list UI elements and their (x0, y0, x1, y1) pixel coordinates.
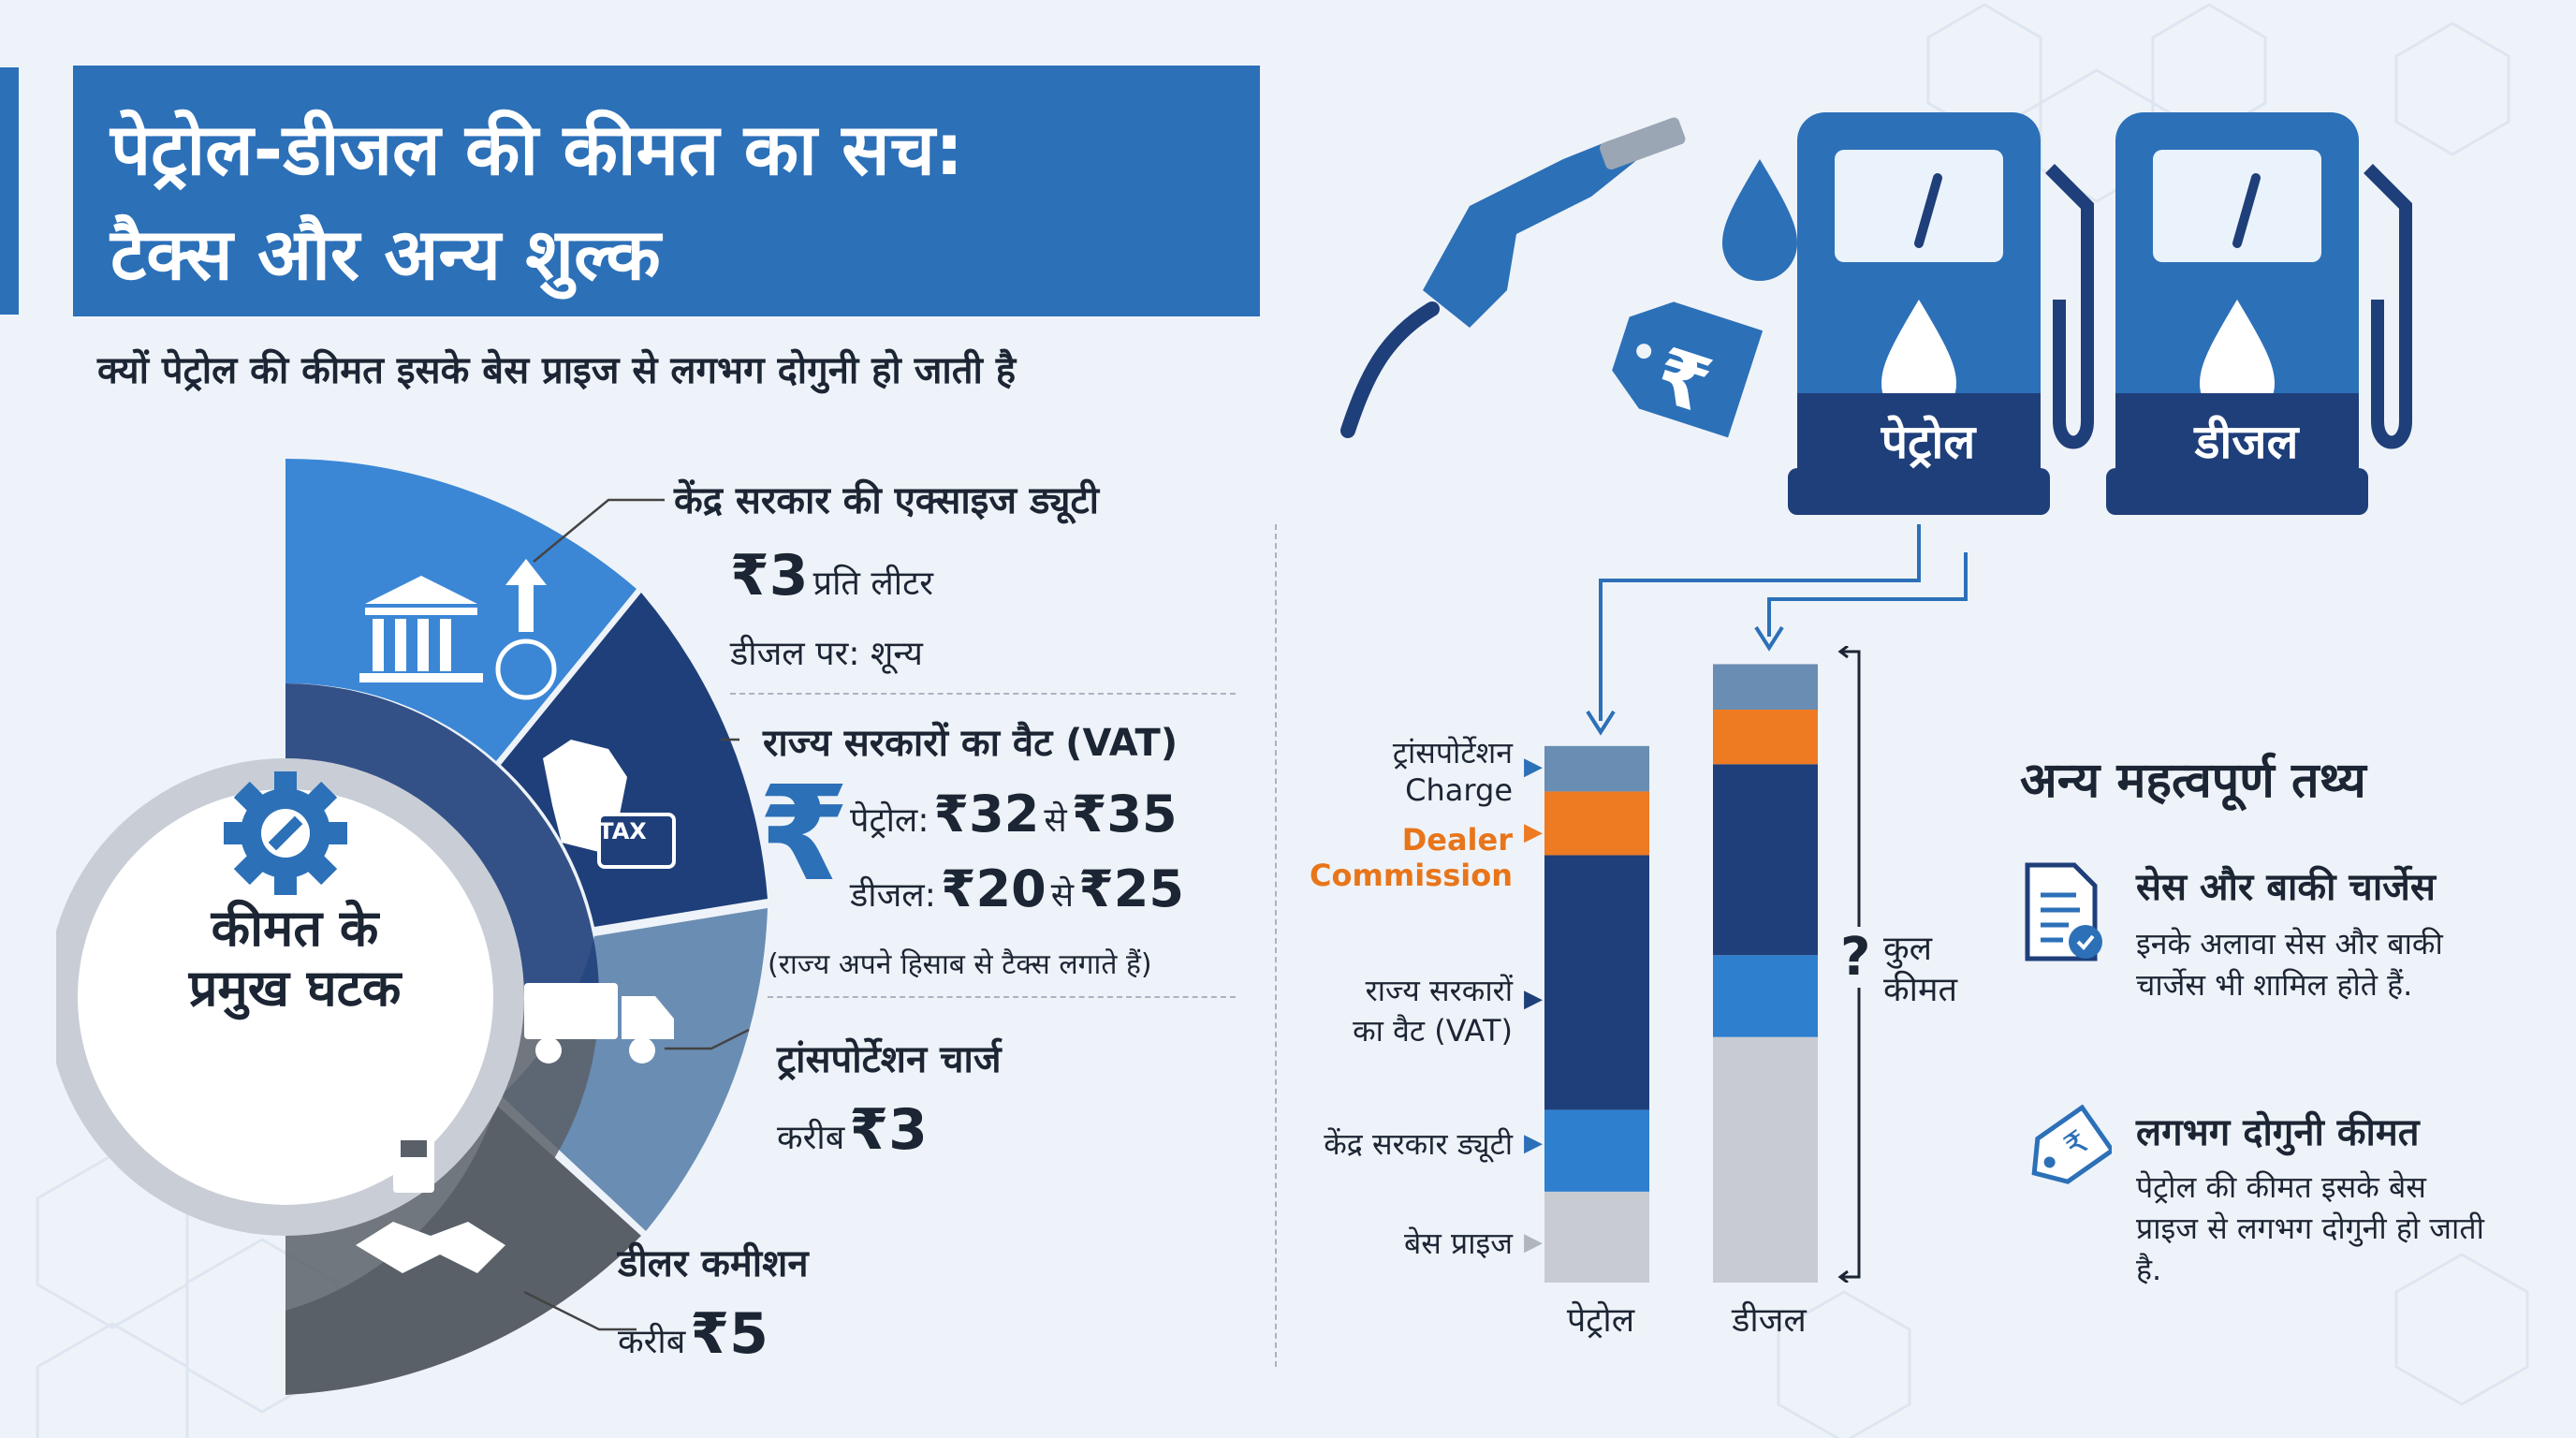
bar-label-vat: राज्य सरकारों का वैट (VAT) (1292, 970, 1513, 1050)
bar-label-dealer: Dealer Commission (1292, 822, 1513, 893)
section-divider (1275, 524, 1277, 1367)
petrol-pump-label: पेट्रोल (1881, 415, 1976, 469)
pointer-dealer-icon: ▶ (1524, 818, 1543, 846)
transport-amount: ₹3 (849, 1097, 928, 1163)
excise-heading: केंद्र सरकार की एक्साइज ड्यूटी (674, 479, 1099, 522)
facts-title: अन्य महत्वपूर्ण तथ्य (2020, 753, 2366, 809)
truck-icon (524, 983, 674, 1064)
fact-2-text: पेट्रोल की कीमत इसके बेस प्राइज से लगभग … (2136, 1169, 2484, 1287)
vat-diesel-from: ₹20 (940, 859, 1046, 918)
bar-label-dealer-line-1: Dealer (1401, 822, 1513, 858)
pointer-base-icon: ▶ (1524, 1228, 1543, 1256)
vat-petrol-to: ₹35 (1071, 785, 1178, 844)
total-label-line-2: कीमत (1883, 971, 1958, 1009)
vat-diesel-label: डीजल: (850, 876, 936, 915)
fuel-handshake-icon (356, 1133, 505, 1273)
bar-diesel-segment-0 (1713, 1036, 1818, 1283)
total-question-mark: ? (1840, 927, 1871, 988)
state-map-tax-icon (543, 740, 676, 869)
pointer-duty-icon: ▶ (1524, 1129, 1543, 1157)
title-banner: पेट्रोल-डीजल की कीमत का सच: टैक्स और अन्… (73, 66, 1260, 316)
price-components-ring (56, 459, 768, 1395)
government-building-icon (359, 559, 557, 700)
vat-petrol-range-word: से (1044, 801, 1067, 840)
vat-note: (राज्य अपने हिसाब से टैक्स लगाते हैं) (768, 948, 1152, 981)
divider-1 (730, 693, 1236, 695)
bar-diesel-segment-4 (1713, 664, 1818, 710)
vat-petrol-label: पेट्रोल: (850, 801, 929, 840)
excise-unit: प्रति लीटर (812, 565, 933, 603)
vat-heading: राज्य सरकारों का वैट (VAT) (763, 722, 1178, 765)
transport-heading: ट्रांसपोर्टेशन चार्ज (777, 1038, 1002, 1081)
dealer-heading: डीलर कमीशन (618, 1242, 809, 1285)
bar-diesel-segment-1 (1713, 955, 1818, 1037)
total-label-line-1: कुल (1883, 930, 1933, 968)
title-line-2: टैक्स और अन्य शुल्क (110, 213, 661, 296)
total-label: कुल कीमत (1883, 929, 1957, 1011)
fuel-nozzle-illustration (1340, 117, 1797, 438)
bar-diesel-segment-2 (1713, 764, 1818, 956)
bar-label-transport-line-1: ट्रांसपोर्टेशन (1392, 735, 1513, 770)
vat-diesel-to: ₹25 (1078, 859, 1184, 918)
fact-1-text: इनके अलावा सेस और बाकी चार्जेस भी शामिल … (2136, 926, 2443, 1003)
fuel-drop-icon (1722, 159, 1797, 281)
bar-label-dealer-line-2: Commission (1310, 858, 1513, 893)
dealer-approx: करीब (618, 1323, 686, 1361)
bar-label-duty: केंद्र सरकार ड्यूटी (1324, 1126, 1513, 1162)
transport-approx: करीब (777, 1119, 845, 1157)
excise-amount-row: ₹3 प्रति लीटर (730, 543, 933, 609)
hub-label: कीमत के प्रमुख घटक (178, 899, 412, 1019)
bar-label-vat-line-1: राज्य सरकारों (1365, 973, 1513, 1008)
excise-amount: ₹3 (730, 543, 809, 609)
segment-transport (501, 908, 768, 1231)
divider-2 (768, 996, 1236, 998)
transport-amount-row: करीब ₹3 (777, 1097, 928, 1163)
subtitle: क्यों पेट्रोल की कीमत इसके बेस प्राइज से… (97, 349, 1017, 392)
excise-diesel-note: डीजल पर: शून्य (730, 635, 923, 673)
bar-category-petrol: पेट्रोल (1566, 1301, 1635, 1340)
bar-petrol-segment-0 (1544, 1191, 1649, 1283)
stacked-bar-chart (1544, 664, 1818, 1283)
pump-to-bar-arrows (1586, 524, 1968, 736)
leader-lines (524, 498, 750, 1331)
title-line-1: पेट्रोल-डीजल की कीमत का सच: (110, 108, 964, 191)
title-accent-strip (0, 67, 19, 315)
bar-diesel-segment-3 (1713, 710, 1818, 765)
fact-1-heading: सेस और बाकी चार्जेस (2136, 866, 2436, 909)
petrol-pump-icon (1788, 112, 2094, 515)
vat-petrol-from: ₹32 (933, 785, 1040, 844)
rupee-icon: ₹ (758, 758, 850, 911)
vat-petrol-row: पेट्रोल: ₹32 से ₹35 (850, 785, 1178, 844)
bar-label-transport-line-2: Charge (1405, 772, 1513, 808)
fact-2-heading: लगभग दोगुनी कीमत (2136, 1111, 2420, 1154)
tax-tag-text: TAX (598, 818, 647, 844)
hub-label-line-2: प्रमुख घटक (188, 959, 402, 1018)
bar-petrol-segment-1 (1544, 1109, 1649, 1192)
bar-category-diesel: डीजल (1732, 1301, 1807, 1340)
bar-petrol-segment-2 (1544, 855, 1649, 1110)
document-check-icon (2025, 862, 2102, 961)
bar-petrol-segment-4 (1544, 745, 1649, 792)
nozzle-icon (1423, 140, 1638, 328)
diesel-pump-icon (2106, 112, 2412, 515)
bar-label-base: बेस प्राइज (1403, 1225, 1513, 1261)
price-tag-icon: ₹ (2031, 1105, 2112, 1184)
vat-diesel-range-word: से (1050, 876, 1075, 915)
pointer-vat-icon: ▶ (1524, 985, 1543, 1013)
diesel-pump-label: डीजल (2194, 415, 2299, 469)
hub-label-line-1: कीमत के (211, 899, 379, 958)
bar-label-transport: ट्रांसपोर्टेशन Charge (1292, 732, 1513, 808)
bar-label-vat-line-2: का वैट (VAT) (1353, 1013, 1513, 1049)
gear-icon (224, 771, 347, 895)
vat-diesel-row: डीजल: ₹20 से ₹25 (850, 859, 1184, 918)
dealer-amount-row: करीब ₹5 (618, 1301, 768, 1367)
dealer-amount: ₹5 (690, 1301, 768, 1367)
rupee-price-tag-icon (1612, 301, 1764, 438)
bar-petrol-segment-3 (1544, 791, 1649, 856)
pointer-transport-icon: ▶ (1524, 753, 1543, 781)
